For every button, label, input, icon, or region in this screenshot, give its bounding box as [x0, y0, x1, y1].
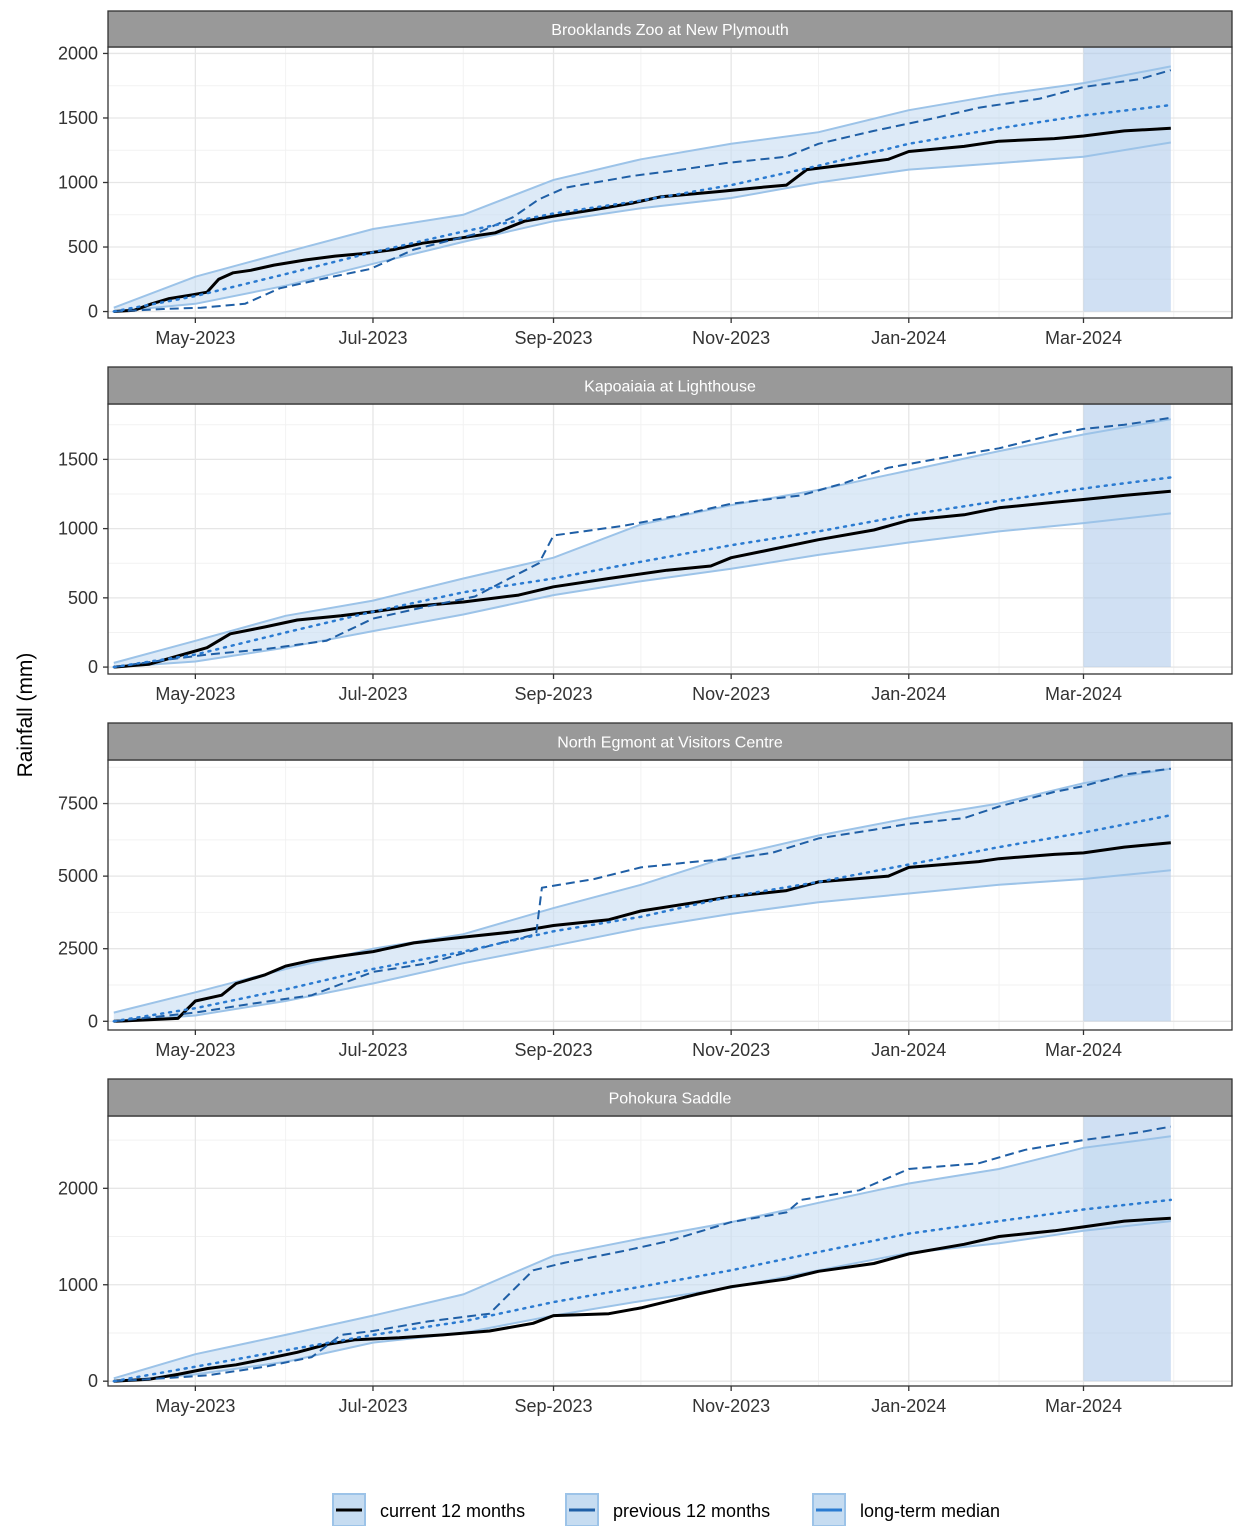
- y-tick-label: 1000: [58, 1275, 98, 1295]
- series-previous: [113, 1125, 1171, 1383]
- band-lower-line: [113, 512, 1171, 669]
- x-tick-label: Mar-2024: [1045, 1040, 1122, 1060]
- x-tick-label: Sep-2023: [514, 328, 592, 348]
- y-tick-label: 2500: [58, 939, 98, 959]
- strip-background: [107, 1078, 1233, 1117]
- x-tick-label: May-2023: [155, 1396, 235, 1416]
- band-lower-line: [113, 141, 1171, 313]
- legend: current 12 months previous 12 months long-…: [332, 1493, 1000, 1526]
- band-upper-line: [113, 65, 1171, 309]
- range-band: [113, 419, 1171, 668]
- x-tick-label: Sep-2023: [514, 1040, 592, 1060]
- y-tick-label: 0: [88, 302, 98, 322]
- x-tick-label: Sep-2023: [514, 684, 592, 704]
- y-tick-label: 0: [88, 1011, 98, 1031]
- y-tick-label: 1000: [58, 173, 98, 193]
- x-tick-label: Jul-2023: [338, 1396, 407, 1416]
- x-tick-label: Jan-2024: [871, 328, 946, 348]
- x-tick-label: May-2023: [155, 684, 235, 704]
- panel-title: Pohokura Saddle: [609, 1091, 732, 1108]
- band-upper-line: [113, 418, 1171, 664]
- range-band: [113, 1136, 1171, 1382]
- x-tick-label: Nov-2023: [692, 1396, 770, 1416]
- x-tick-label: Sep-2023: [514, 1396, 592, 1416]
- series-previous: [113, 767, 1171, 1023]
- strip-background: [107, 366, 1233, 405]
- x-tick-label: Jul-2023: [338, 1040, 407, 1060]
- panel-3: North Egmont at Visitors Centre 0 2500 5000…: [58, 722, 1233, 1060]
- y-tick-label: 0: [88, 1371, 98, 1391]
- series-median: [112, 813, 1173, 1023]
- x-tick-label: May-2023: [155, 328, 235, 348]
- x-tick-label: Mar-2024: [1045, 328, 1122, 348]
- series-median: [112, 1198, 1173, 1383]
- panel-title: Kapoaiaia at Lighthouse: [584, 379, 756, 396]
- series-previous: [113, 69, 1172, 313]
- y-tick-label: 1000: [58, 519, 98, 539]
- y-tick-label: 1500: [58, 449, 98, 469]
- y-tick-label: 1500: [58, 108, 98, 128]
- series-current: [113, 1216, 1171, 1383]
- x-tick-label: Jan-2024: [871, 1396, 946, 1416]
- range-band: [113, 768, 1171, 1022]
- panel-title: Brooklands Zoo at New Plymouth: [551, 22, 788, 39]
- band-upper-line: [113, 1135, 1171, 1380]
- legend-label: previous 12 months: [613, 1501, 770, 1521]
- y-tick-label: 2000: [58, 1178, 98, 1198]
- strip-background: [107, 722, 1233, 761]
- series-current: [113, 841, 1171, 1023]
- x-tick-label: Mar-2024: [1045, 1396, 1122, 1416]
- x-tick-label: Nov-2023: [692, 328, 770, 348]
- panel-1: Brooklands Zoo at New Plymouth 0 500 1000 15…: [58, 10, 1233, 348]
- panel-title: North Egmont at Visitors Centre: [557, 735, 783, 752]
- x-tick-label: Jul-2023: [338, 328, 407, 348]
- series-median: [112, 476, 1173, 669]
- strip-background: [107, 10, 1233, 48]
- y-tick-label: 2000: [58, 43, 98, 63]
- legend-label: current 12 months: [380, 1501, 525, 1521]
- x-tick-label: Nov-2023: [692, 684, 770, 704]
- y-tick-label: 0: [88, 657, 98, 677]
- y-tick-label: 5000: [58, 866, 98, 886]
- panel-4: Pohokura Saddle 0 1000 2000 May-2023 Jul-2023…: [58, 1078, 1233, 1416]
- legend-label: long-term median: [860, 1501, 1000, 1521]
- band-upper-line: [113, 767, 1171, 1014]
- y-tick-label: 500: [68, 588, 98, 608]
- x-tick-label: Nov-2023: [692, 1040, 770, 1060]
- y-tick-label: 500: [68, 237, 98, 257]
- panel-2: Kapoaiaia at Lighthouse 0 500 1000 1500 May-2…: [58, 366, 1233, 704]
- series-current: [113, 126, 1171, 313]
- x-tick-label: Mar-2024: [1045, 684, 1122, 704]
- x-tick-label: May-2023: [155, 1040, 235, 1060]
- x-tick-label: Jul-2023: [338, 684, 407, 704]
- x-tick-label: Jan-2024: [871, 684, 946, 704]
- y-tick-label: 7500: [58, 794, 98, 814]
- series-median: [112, 103, 1173, 313]
- y-axis-title: Rainfall (mm): [14, 653, 37, 778]
- series-current: [113, 489, 1171, 669]
- band-lower-line: [113, 869, 1171, 1023]
- x-tick-label: Jan-2024: [871, 1040, 946, 1060]
